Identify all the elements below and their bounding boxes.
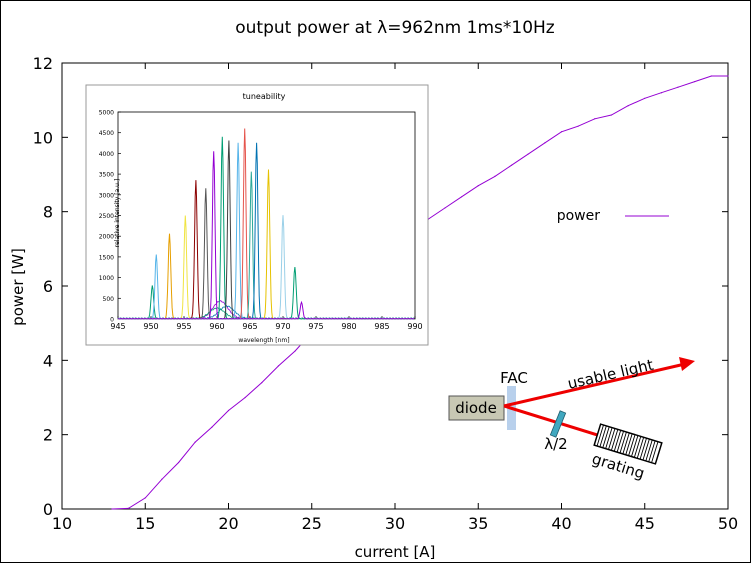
inset-x-tick-label: 990 <box>407 322 422 331</box>
x-tick-label: 50 <box>718 514 738 533</box>
data-point <box>544 142 546 144</box>
data-point <box>177 461 180 464</box>
y-tick-label: 4 <box>43 351 53 370</box>
data-point <box>660 92 663 94</box>
half-wave-plate <box>549 410 567 438</box>
fac-label: FAC <box>500 369 528 387</box>
data-point <box>161 478 163 480</box>
inset-y-tick-label: 2500 <box>99 213 114 220</box>
data-point <box>577 125 579 127</box>
data-point <box>277 365 280 367</box>
data-point <box>677 86 679 88</box>
data-point <box>694 80 696 83</box>
data-point <box>610 114 613 116</box>
data-point <box>227 409 230 412</box>
inset-x-tick-label: 950 <box>143 322 158 331</box>
data-point <box>144 497 146 499</box>
x-axis-label: current [A] <box>355 543 436 561</box>
usable-light-label: usable light <box>566 356 655 393</box>
inset-x-tick-label: 960 <box>209 322 224 331</box>
inset-y-tick-label: 3500 <box>99 172 114 179</box>
data-point <box>710 75 712 77</box>
data-point <box>527 153 529 155</box>
inset-y-tick-label: 4500 <box>99 130 114 137</box>
y-tick-label: 12 <box>33 54 53 73</box>
inset-y-tick-label: 500 <box>103 296 115 303</box>
x-tick-label: 35 <box>468 514 488 533</box>
y-tick-label: 2 <box>43 426 53 445</box>
inset-y-axis-label: relative intensity [a.u.] <box>114 179 121 247</box>
inset-y-tick-label: 0 <box>110 317 114 324</box>
y-axis-label: power [W] <box>9 248 27 326</box>
grating-block <box>593 423 663 465</box>
y-tick-label: 0 <box>43 500 53 519</box>
data-point <box>594 118 596 120</box>
data-point <box>194 441 196 443</box>
data-point <box>477 185 479 187</box>
y-tick-label: 8 <box>43 203 53 222</box>
inset-x-tick-label: 975 <box>308 322 323 331</box>
x-tick-label: 40 <box>551 514 571 533</box>
usable-light-beam <box>503 362 686 408</box>
y-tick-label: 6 <box>43 277 53 296</box>
inset-y-tick-label: 4000 <box>99 151 114 158</box>
inset-peaks <box>117 128 415 320</box>
data-point <box>244 396 246 399</box>
inset-title: tuneability <box>243 92 286 101</box>
data-point <box>111 508 113 510</box>
legend-label-power: power <box>557 208 601 224</box>
inset-x-tick-label: 970 <box>275 322 290 331</box>
inset-x-tick-label: 965 <box>242 322 257 331</box>
inset-y-tick-label: 5000 <box>99 110 114 117</box>
half-wave-plate-label: λ/2 <box>544 435 567 453</box>
inset-x-tick-label: 945 <box>110 322 125 331</box>
x-tick-label: 30 <box>385 514 405 533</box>
inset-panel <box>85 84 429 346</box>
data-point <box>727 75 729 77</box>
x-tick-label: 15 <box>135 514 155 533</box>
usable-light-arrowhead <box>679 357 695 371</box>
data-point <box>294 350 296 352</box>
inset-peak <box>117 300 415 320</box>
data-point <box>261 382 263 384</box>
data-point <box>510 164 513 166</box>
inset-y-tick-label: 3000 <box>99 192 114 199</box>
data-point <box>627 105 629 107</box>
y-tick-label: 10 <box>33 128 53 147</box>
data-point <box>644 97 646 99</box>
x-tick-label: 45 <box>635 514 655 533</box>
x-tick-label: 25 <box>302 514 322 533</box>
data-point <box>461 196 463 198</box>
inset-x-tick-label: 955 <box>176 322 191 331</box>
diode-label: diode <box>455 399 497 417</box>
diode-block <box>448 395 505 421</box>
inset-x-tick-label: 985 <box>374 322 389 331</box>
inset-axis-ticks: 945 950 955 960 965 970 975 980 985 990 0 500 1000 15… <box>99 110 423 332</box>
inset-y-tick-label: 1500 <box>99 254 114 261</box>
optical-setup-diagram: diode FAC usable light λ/2 grating <box>448 356 695 483</box>
inset-y-tick-label: 1000 <box>99 275 114 282</box>
inset-x-axis-label: wavelength [nm] <box>238 337 289 344</box>
inset-y-tick-label: 2000 <box>99 234 114 241</box>
x-tick-label: 10 <box>52 514 72 533</box>
chart-title: output power at λ=962nm 1ms*10Hz <box>235 18 555 38</box>
data-point <box>128 507 130 509</box>
data-point <box>211 426 213 428</box>
x-tick-label: 20 <box>218 514 238 533</box>
inset-x-tick-label: 980 <box>341 322 356 331</box>
data-point <box>560 131 563 133</box>
data-point <box>444 207 446 209</box>
data-point <box>494 175 496 177</box>
